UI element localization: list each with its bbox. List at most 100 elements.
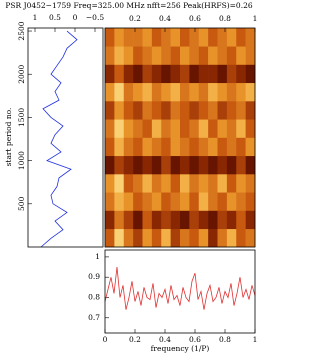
heatmap-cell	[236, 28, 246, 47]
heatmap-cell	[226, 28, 237, 47]
heatmap-cell	[217, 174, 228, 193]
heatmap-cell	[217, 82, 228, 102]
heatmap-cell	[198, 155, 209, 175]
heatmap-cell	[170, 28, 181, 47]
heatmap-cell	[151, 82, 162, 102]
heatmap-cell	[142, 228, 153, 248]
heatmap-cell	[236, 137, 246, 157]
y-tick-label: 2500	[17, 21, 26, 40]
heatmap-cell	[151, 46, 162, 65]
x-tick-label: 0.2	[129, 14, 141, 23]
heatmap-cell	[151, 155, 162, 175]
x-tick-label: 0.6	[189, 14, 201, 23]
heatmap-cell	[161, 210, 171, 230]
heatmap-cell	[245, 101, 256, 120]
heatmap-cell	[189, 119, 200, 138]
chart-title: PSR J0452−1759 Freq=325.00 MHz nfft=256 …	[5, 1, 252, 10]
heatmap-cell	[189, 82, 200, 102]
data-line	[40, 30, 78, 248]
heatmap-cell	[236, 101, 246, 120]
heatmap-cell	[170, 46, 181, 65]
heatmap-cell	[170, 192, 181, 211]
heatmap-cell	[180, 155, 190, 175]
heatmap-cell	[198, 192, 209, 211]
heatmap-cell	[133, 192, 143, 211]
heatmap-cell	[208, 137, 218, 157]
axes-frame	[104, 249, 256, 334]
heatmap-cell	[180, 174, 190, 193]
heatmap-cell	[236, 192, 246, 211]
heatmap-cell	[161, 155, 171, 175]
heatmap-cell	[245, 228, 256, 248]
heatmap-cell	[180, 64, 190, 84]
heatmap-cell	[114, 174, 125, 193]
heatmap-cell	[123, 174, 134, 193]
heatmap-cell	[114, 28, 125, 47]
heatmap-cell	[198, 46, 209, 65]
heatmap-cell	[198, 82, 209, 102]
heatmap-cell	[151, 228, 162, 248]
heatmap-cell	[133, 228, 143, 248]
heatmap-cell	[142, 119, 153, 138]
heatmap-cell	[114, 210, 125, 230]
heatmap-cell	[151, 210, 162, 230]
heatmap-cell	[133, 28, 143, 47]
heatmap-cell	[217, 155, 228, 175]
heatmap-cell	[217, 101, 228, 120]
x-tick-label: 0.8	[219, 335, 231, 344]
heatmap-cell	[170, 82, 181, 102]
heatmap-cell	[226, 119, 237, 138]
heatmap-cell	[142, 192, 153, 211]
heatmap-cell	[105, 28, 115, 47]
heatmap-cell	[198, 28, 209, 47]
heatmap-cell	[208, 210, 218, 230]
heatmap-cell	[142, 82, 153, 102]
heatmap-cell	[180, 101, 190, 120]
heatmap-cell	[226, 228, 237, 248]
heatmap-cell	[226, 101, 237, 120]
heatmap-cell	[161, 101, 171, 120]
heatmap-cell	[226, 137, 237, 157]
heatmap-cell	[208, 155, 218, 175]
heatmap-cell	[189, 228, 200, 248]
heatmap-cell	[208, 46, 218, 65]
heatmap-cell	[105, 64, 115, 84]
heatmap-cell	[151, 174, 162, 193]
heatmap-cell	[142, 210, 153, 230]
heatmap-cell	[198, 119, 209, 138]
heatmap-cell	[189, 192, 200, 211]
heatmap-cell	[208, 119, 218, 138]
heatmap-cell	[189, 137, 200, 157]
heatmap-cell	[151, 192, 162, 211]
heatmap-cell	[198, 101, 209, 120]
heatmap-cell	[170, 119, 181, 138]
heatmap-cell	[208, 228, 218, 248]
heatmap-cell	[226, 64, 237, 84]
heatmap-cell	[123, 64, 134, 84]
y-tick-label: 0.7	[88, 313, 100, 322]
heatmap-cell	[151, 101, 162, 120]
heatmap-cell	[217, 64, 228, 84]
heatmap-cell	[189, 101, 200, 120]
heatmap-cell	[142, 174, 153, 193]
heatmap-cell	[226, 46, 237, 65]
heatmap-cell	[105, 119, 115, 138]
heatmap-cell	[133, 137, 143, 157]
axes-frame	[104, 27, 256, 248]
heatmap-cell	[142, 101, 153, 120]
axes-frame	[27, 27, 104, 248]
heatmap-cell	[151, 64, 162, 84]
heatmap-cell	[161, 82, 171, 102]
heatmap-cell	[217, 119, 228, 138]
heatmap-cell	[123, 228, 134, 248]
heatmap-cell	[170, 155, 181, 175]
heatmap-cell	[105, 101, 115, 120]
heatmap-cell	[245, 210, 256, 230]
heatmap-cell	[133, 101, 143, 120]
heatmap-cell	[133, 210, 143, 230]
heatmap-cell	[180, 210, 190, 230]
heatmap-cell	[114, 192, 125, 211]
heatmap-cell	[208, 64, 218, 84]
heatmap-cell	[105, 137, 115, 157]
heatmap-cell	[189, 174, 200, 193]
